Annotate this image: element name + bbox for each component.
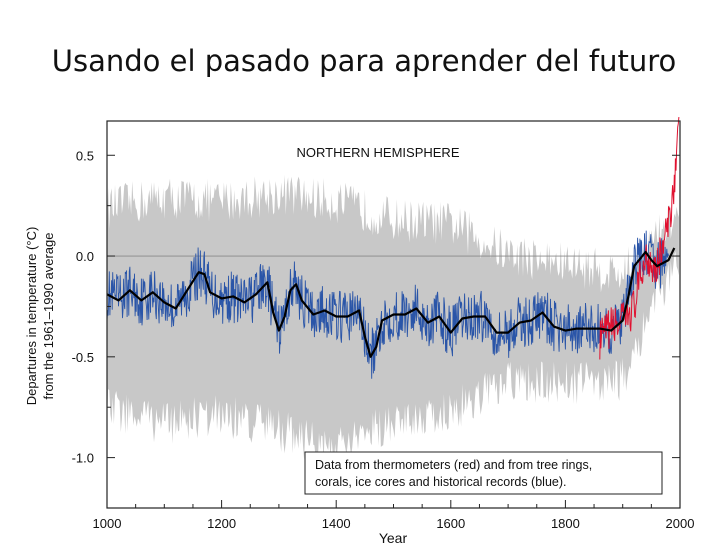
uncertainty-band	[107, 174, 679, 470]
y-tick-label: -0.5	[72, 350, 94, 365]
plot-content	[106, 117, 680, 470]
annotation-line-1: Data from thermometers (red) and from tr…	[315, 458, 592, 472]
x-tick-label: 1200	[207, 516, 236, 531]
annotation-box	[304, 451, 663, 495]
x-axis-label: Year	[379, 530, 408, 546]
y-axis-label-line1: Departures in temperature (°C)	[24, 227, 39, 406]
thermometer-series-line	[599, 117, 680, 360]
y-tick-label: 0.5	[76, 148, 94, 163]
x-tick-label: 1800	[551, 516, 580, 531]
x-tick-label: 2000	[666, 516, 695, 531]
slide-title: Usando el pasado para aprender del futur…	[51, 44, 677, 78]
y-axis-label-line2: from the 1961–1990 average	[41, 233, 56, 400]
annotation-line-2: corals, ice cores and historical records…	[315, 475, 567, 489]
x-tick-label: 1000	[93, 516, 122, 531]
y-tick-label: -1.0	[72, 451, 94, 466]
proxy-series-line	[106, 230, 669, 379]
x-tick-label: 1400	[322, 516, 351, 531]
x-tick-label: 1600	[436, 516, 465, 531]
chart-title: NORTHERN HEMISPHERE	[296, 145, 459, 160]
smoothed-series-line	[106, 247, 676, 358]
y-tick-label: 0.0	[76, 249, 94, 264]
